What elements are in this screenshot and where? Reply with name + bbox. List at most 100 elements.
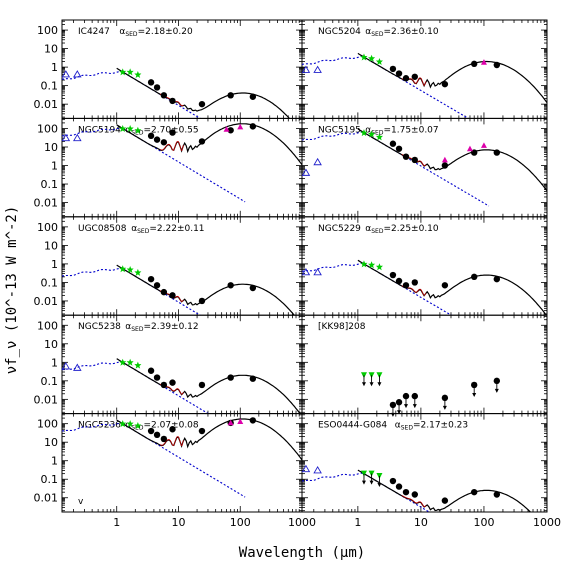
nir-point <box>119 265 127 273</box>
y-tick-label: 100 <box>37 122 58 135</box>
y-tick-label: 100 <box>37 221 58 234</box>
panel-label: IC4247 <box>78 27 110 37</box>
nir-point <box>134 126 142 134</box>
ir-point <box>198 100 206 108</box>
arrow-head <box>377 482 382 487</box>
ir-point <box>198 381 206 389</box>
ir-point <box>389 140 397 147</box>
nir-point <box>126 124 134 132</box>
panel-alpha: αSED=2.17±0.23 <box>395 421 468 432</box>
y-tick-label: 10 <box>44 338 58 351</box>
ir-upper-limit <box>493 377 501 385</box>
x-axis-title: Wavelength (μm) <box>239 545 365 561</box>
nir-point <box>119 358 127 366</box>
ir-point <box>153 84 161 91</box>
arrow-head <box>412 404 417 409</box>
ir-point <box>169 292 176 299</box>
y-tick-label: 0.01 <box>34 98 59 111</box>
ir-point <box>153 431 161 439</box>
nir-point <box>375 133 383 141</box>
ir-point <box>198 297 206 305</box>
nir-point <box>119 68 127 76</box>
ir-point <box>160 381 168 389</box>
sed-panel-6: 0.01 0.1 1 10 100 NGC5238 αSED=2.39±0.12 <box>34 314 303 415</box>
nir-point <box>126 420 134 428</box>
y-tick-label: 100 <box>37 418 58 431</box>
panel-alpha: αSED=2.25±0.10 <box>365 224 439 235</box>
uv-point <box>301 464 311 473</box>
nir-point <box>375 263 383 271</box>
ir-point <box>395 145 403 152</box>
arrow-head <box>361 480 366 485</box>
x-tick-label: 1000 <box>533 516 561 529</box>
x-tick-label: 10 <box>171 516 185 529</box>
nir-point <box>368 130 376 138</box>
far-ir-point <box>480 59 487 65</box>
ir-point <box>147 79 155 86</box>
uv-point <box>313 157 322 166</box>
ir-point <box>493 491 501 498</box>
ir-point <box>395 483 403 490</box>
stellar-model-line <box>62 422 246 498</box>
ir-point <box>147 427 155 435</box>
ir-point <box>395 277 403 285</box>
stellar-model-line <box>62 127 246 203</box>
ir-point <box>153 136 161 143</box>
ir-point <box>160 139 168 146</box>
ir-upper-limit <box>411 392 418 400</box>
ir-point <box>249 284 257 292</box>
ir-point <box>227 92 234 99</box>
panel-alpha: αSED=2.39±0.12 <box>125 322 198 333</box>
ir-point <box>470 60 478 68</box>
ir-point <box>227 127 234 134</box>
uv-point <box>73 70 82 78</box>
x-tick-label: 1 <box>354 516 361 529</box>
total-model-line <box>357 469 532 513</box>
panel-label: UGC08508 <box>78 224 127 234</box>
y-tick-label: 0.1 <box>41 80 59 93</box>
arrow-head <box>472 392 477 397</box>
uv-point <box>73 133 82 142</box>
pah-model-line <box>159 436 184 447</box>
ir-upper-limit <box>441 394 449 402</box>
arrow-head <box>377 382 382 387</box>
nir-point <box>368 54 376 62</box>
ir-point <box>147 367 155 374</box>
y-tick-label: 100 <box>37 319 58 332</box>
uv-point <box>73 363 82 371</box>
ir-point <box>227 282 234 289</box>
ir-point <box>395 70 403 77</box>
total-model-line <box>116 264 295 316</box>
y-tick-label: 0.1 <box>41 178 59 191</box>
total-model-line <box>357 259 547 316</box>
x-tick-label: 1000 <box>288 516 316 529</box>
sed-panel-0: 0.01 0.1 1 10 100 IC4247 αSED=2.18±0.20 <box>34 19 303 119</box>
ir-point <box>249 417 257 424</box>
sed-panel-7: [KK98]208 <box>301 314 548 417</box>
pah-model-line <box>159 140 184 152</box>
ir-point <box>227 374 234 381</box>
x-tick-label: 100 <box>473 516 494 529</box>
panel-label: NGC5194 <box>78 125 121 135</box>
panel-label: [KK98]208 <box>318 322 366 332</box>
corner-mark: v <box>78 497 84 507</box>
y-tick-label: 10 <box>44 141 58 154</box>
ir-point <box>470 488 478 496</box>
total-model-line <box>116 123 302 166</box>
y-tick-label: 0.1 <box>41 473 59 486</box>
far-ir-point <box>237 418 244 424</box>
nir-point <box>134 421 142 429</box>
far-ir-point <box>223 126 230 132</box>
ir-point <box>402 282 410 289</box>
nir-point <box>360 53 368 61</box>
total-model-line <box>116 358 301 414</box>
uv-point <box>301 168 311 176</box>
total-model-line <box>116 418 302 461</box>
ir-point <box>441 282 449 289</box>
total-model-line <box>116 67 291 119</box>
panel-alpha: αSED=2.18±0.20 <box>119 27 193 38</box>
nir-point <box>368 261 376 269</box>
sed-panel-9: 1 10 100 1000 ESO0444-G084 αSED=2.17±0.23 <box>301 413 561 529</box>
panel-label: NGC5236 <box>78 421 121 431</box>
